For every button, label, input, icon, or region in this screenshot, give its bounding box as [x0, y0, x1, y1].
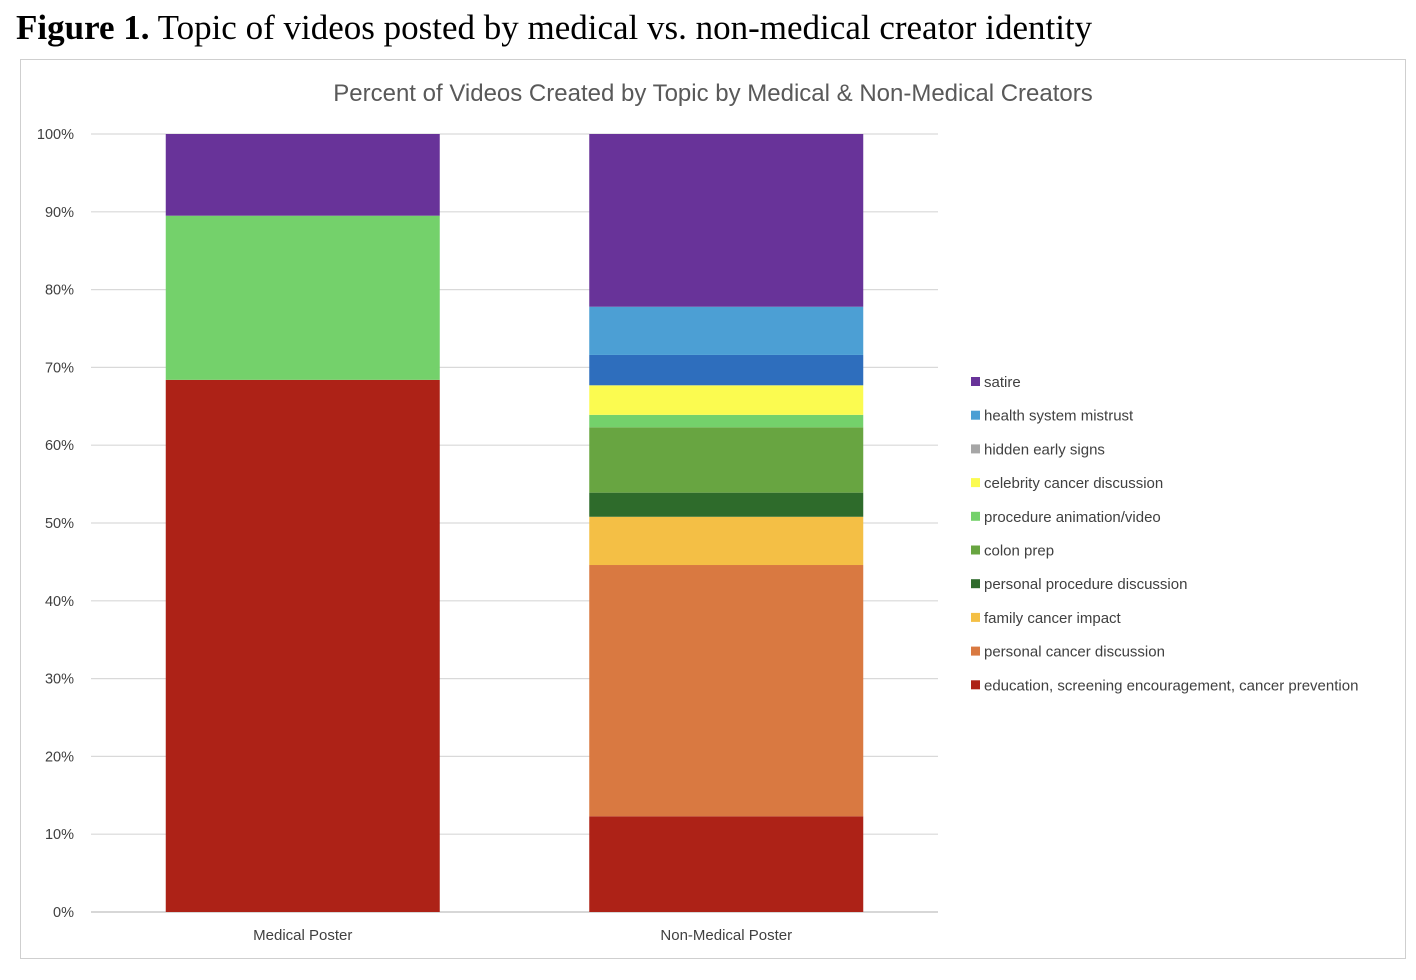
- y-tick-label: 60%: [45, 438, 74, 454]
- legend-label: celebrity cancer discussion: [984, 475, 1163, 492]
- bar-segment: [165, 215, 440, 380]
- figure-label: Figure 1.: [16, 8, 150, 47]
- legend-label: hidden early signs: [984, 441, 1105, 458]
- bar-segment: [589, 385, 864, 415]
- legend-item: procedure animation/video: [971, 509, 1161, 526]
- legend-swatch: [971, 612, 980, 622]
- x-axis-labels: Medical Poster Non-Medical Poster: [253, 927, 792, 944]
- legend-label: family cancer impact: [984, 610, 1122, 627]
- legend-item: education, screening encouragement, canc…: [971, 677, 1358, 694]
- bar-segment: [589, 492, 864, 517]
- bar-segment: [589, 516, 864, 566]
- legend-label: personal cancer discussion: [984, 644, 1165, 661]
- y-tick-label: 20%: [45, 749, 74, 765]
- figure-caption-text: Topic of videos posted by medical vs. no…: [157, 8, 1093, 47]
- figure-caption: Figure 1. Topic of videos posted by medi…: [16, 8, 1092, 48]
- bar-segment: [589, 354, 864, 386]
- bars: [165, 134, 864, 912]
- legend-swatch: [971, 444, 980, 454]
- chart-frame: Percent of Videos Created by Topic by Me…: [20, 59, 1406, 959]
- legend-item: health system mistrust: [971, 408, 1134, 425]
- bar-segment: [589, 134, 864, 307]
- y-axis-ticks: 0% 10% 20% 30% 40% 50% 60% 70% 80% 90% 100%: [37, 127, 74, 921]
- legend-item: celebrity cancer discussion: [971, 475, 1163, 492]
- legend-swatch: [971, 377, 980, 386]
- stacked-bar-chart: Percent of Videos Created by Topic by Me…: [37, 80, 1359, 944]
- legend-label: education, screening encouragement, canc…: [984, 677, 1358, 694]
- bar-segment: [165, 379, 440, 912]
- legend-swatch: [971, 646, 980, 656]
- legend-swatch: [971, 579, 980, 589]
- legend: satire health system mistrust hidden early…: [971, 374, 1358, 694]
- y-tick-label: 80%: [45, 283, 74, 299]
- legend-item: family cancer impact: [971, 610, 1122, 627]
- legend-label: health system mistrust: [984, 408, 1134, 425]
- y-tick-label: 10%: [45, 827, 74, 843]
- bar-segment: [589, 816, 864, 912]
- y-tick-label: 40%: [45, 594, 74, 610]
- legend-label: colon prep: [984, 543, 1054, 560]
- bar-segment: [165, 134, 440, 216]
- legend-item: hidden early signs: [971, 441, 1105, 458]
- x-category-label: Medical Poster: [253, 927, 352, 944]
- chart-title: Percent of Videos Created by Topic by Me…: [333, 80, 1092, 107]
- legend-item: satire: [971, 374, 1021, 391]
- y-tick-label: 0%: [53, 905, 74, 921]
- y-tick-label: 70%: [45, 360, 74, 376]
- y-tick-label: 90%: [45, 205, 74, 221]
- legend-label: personal procedure discussion: [984, 576, 1187, 593]
- legend-swatch: [971, 545, 980, 555]
- legend-label: satire: [984, 374, 1021, 391]
- bar-segment: [589, 427, 864, 493]
- legend-swatch: [971, 478, 980, 488]
- legend-item: personal procedure discussion: [971, 576, 1187, 593]
- y-tick-label: 100%: [37, 127, 74, 143]
- y-tick-label: 50%: [45, 516, 74, 532]
- bar-segment: [589, 306, 864, 355]
- bar-segment: [589, 414, 864, 428]
- bar-segment: [589, 565, 864, 817]
- x-category-label: Non-Medical Poster: [660, 927, 792, 944]
- legend-item: colon prep: [971, 543, 1054, 560]
- legend-swatch: [971, 511, 980, 521]
- y-tick-label: 30%: [45, 672, 74, 688]
- legend-item: personal cancer discussion: [971, 644, 1165, 661]
- legend-label: procedure animation/video: [984, 509, 1161, 526]
- legend-swatch: [971, 410, 980, 420]
- legend-swatch: [971, 680, 980, 690]
